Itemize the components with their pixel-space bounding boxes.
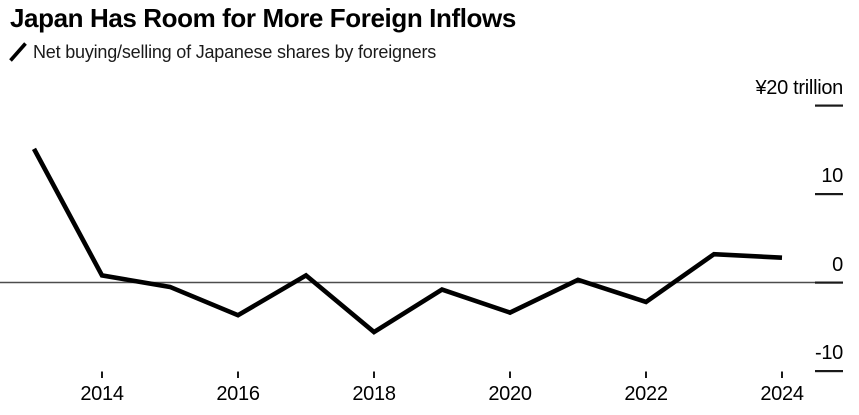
chart-title: Japan Has Room for More Foreign Inflows — [10, 3, 516, 33]
x-axis-tick — [781, 371, 783, 378]
y-axis-tick — [815, 104, 843, 107]
x-axis-label: 2024 — [760, 383, 804, 405]
y-axis-tick — [815, 281, 843, 284]
x-axis-label: 2016 — [216, 383, 260, 405]
line-series-icon — [9, 42, 27, 62]
legend-label: Net buying/selling of Japanese shares by… — [33, 42, 437, 62]
x-axis-tick — [645, 371, 647, 378]
y-axis-tick — [815, 370, 843, 373]
x-axis-tick — [237, 371, 239, 378]
x-axis-tick — [101, 371, 103, 378]
y-axis-label: ¥20 trillion — [755, 76, 843, 99]
legend: Net buying/selling of Japanese shares by… — [9, 41, 436, 63]
x-axis-label: 2022 — [624, 383, 668, 405]
x-axis-label: 2014 — [80, 383, 124, 405]
y-axis-tick — [815, 193, 843, 196]
x-axis-tick — [373, 371, 375, 378]
x-axis-label: 2018 — [352, 383, 396, 405]
x-axis-label: 2020 — [488, 383, 532, 405]
y-axis-label: 10 — [821, 165, 843, 187]
y-axis-label: 0 — [832, 253, 843, 276]
x-axis-tick — [509, 371, 511, 378]
series-line — [31, 147, 783, 335]
y-axis-label: -10 — [814, 342, 843, 364]
